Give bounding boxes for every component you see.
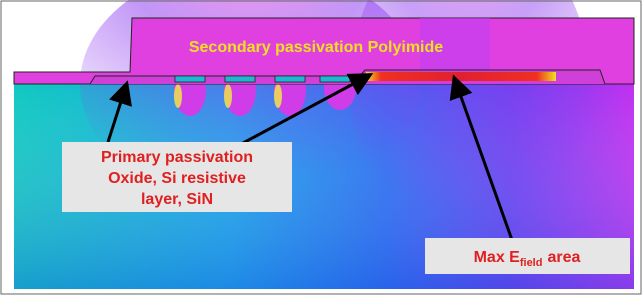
label-part: area	[547, 249, 580, 266]
label-subscript: field	[520, 257, 543, 269]
polyimide-label: Secondary passivation Polyimide	[189, 39, 443, 56]
max-field-band	[366, 72, 556, 81]
label-line: layer, SiN	[141, 191, 213, 208]
label-line: Oxide, Si resistive	[108, 170, 246, 187]
label-line: Primary passivation	[101, 149, 253, 166]
label-part: Max E	[474, 249, 521, 266]
simulation-figure: Secondary passivation Polyimide Primary …	[0, 0, 642, 295]
